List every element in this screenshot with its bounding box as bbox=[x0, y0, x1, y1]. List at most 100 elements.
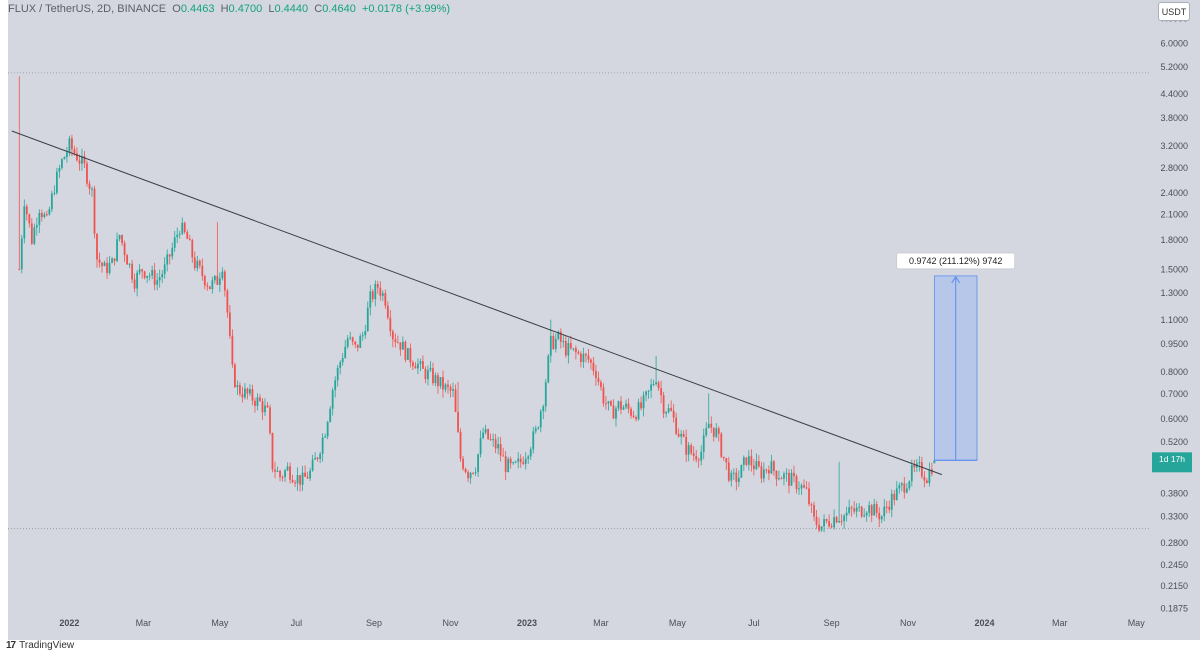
candle-body bbox=[765, 469, 768, 471]
time-tick-label: Sep bbox=[366, 618, 382, 628]
tradingview-logo-icon: 17 bbox=[6, 640, 16, 651]
candle-body bbox=[778, 478, 780, 480]
candle-body bbox=[600, 381, 602, 388]
candle-body bbox=[406, 348, 409, 360]
candle-body bbox=[507, 458, 510, 473]
candle-body bbox=[605, 403, 607, 405]
candle-body bbox=[311, 459, 314, 471]
candle-body bbox=[930, 469, 933, 474]
candle-body bbox=[432, 368, 434, 384]
candle-body bbox=[106, 262, 108, 274]
candle-body bbox=[737, 477, 740, 482]
candle-body bbox=[53, 192, 56, 194]
candle-body bbox=[670, 407, 673, 411]
candle-body bbox=[50, 193, 53, 210]
candle-body bbox=[376, 283, 379, 288]
candle-body bbox=[63, 157, 66, 160]
candle-body bbox=[18, 269, 21, 271]
candle-body bbox=[226, 290, 229, 313]
candle-body bbox=[700, 451, 703, 461]
candle-body bbox=[136, 272, 139, 289]
candle-body bbox=[878, 512, 881, 520]
candle-body bbox=[494, 439, 497, 449]
candle-body bbox=[336, 367, 339, 381]
candle-body bbox=[324, 436, 327, 438]
candle-body bbox=[895, 488, 898, 500]
candle-body bbox=[128, 263, 131, 265]
time-tick-label: May bbox=[1128, 618, 1146, 628]
candle-body bbox=[534, 428, 537, 432]
candle-body bbox=[838, 520, 841, 523]
candle-body bbox=[477, 454, 479, 473]
candle-body bbox=[239, 385, 241, 394]
candle-body bbox=[825, 519, 828, 522]
candle-body bbox=[391, 331, 394, 340]
candle-body bbox=[379, 287, 382, 296]
candle-body bbox=[381, 293, 384, 296]
candle-body bbox=[680, 433, 683, 437]
candle-body bbox=[903, 483, 906, 493]
candle-body bbox=[529, 449, 532, 457]
candle-body bbox=[905, 488, 908, 493]
price-tick-label: 0.1875 bbox=[1160, 604, 1188, 614]
candle-body bbox=[68, 138, 71, 153]
candle-body bbox=[630, 408, 632, 416]
candle-body bbox=[201, 265, 204, 276]
time-tick-label: Mar bbox=[136, 618, 152, 628]
price-tick-label: 6.0000 bbox=[1160, 39, 1188, 49]
time-tick-label: May bbox=[669, 618, 687, 628]
high-label: H bbox=[220, 3, 229, 15]
candle-body bbox=[479, 438, 482, 455]
candle-body bbox=[913, 464, 916, 468]
candle-body bbox=[705, 428, 708, 436]
time-tick-label: Nov bbox=[900, 618, 917, 628]
candle-body bbox=[176, 234, 179, 238]
countdown-label: 1d 17h bbox=[1159, 454, 1185, 464]
candle-body bbox=[73, 149, 76, 154]
candle-body bbox=[692, 453, 695, 457]
candle-body bbox=[198, 260, 201, 266]
candle-body bbox=[707, 423, 710, 429]
candle-body bbox=[635, 417, 637, 420]
candle-body bbox=[43, 214, 46, 217]
candle-body bbox=[123, 242, 126, 256]
candle-body bbox=[299, 475, 301, 485]
candle-body bbox=[146, 275, 149, 278]
price-tick-label: 3.2000 bbox=[1160, 141, 1188, 151]
candle-body bbox=[131, 263, 134, 280]
candle-body bbox=[900, 483, 903, 486]
candle-body bbox=[208, 286, 211, 290]
candle-body bbox=[519, 458, 522, 463]
candle-body bbox=[168, 254, 171, 257]
candle-body bbox=[301, 472, 304, 485]
candle-body bbox=[487, 429, 490, 439]
candle-body bbox=[833, 517, 836, 528]
candle-body bbox=[354, 341, 357, 345]
candle-body bbox=[730, 472, 733, 481]
measure-label-text: 0.9742 (211.12%) 9742 bbox=[909, 256, 1002, 266]
candle-body bbox=[384, 293, 387, 306]
candle-body bbox=[539, 411, 542, 428]
candle-body bbox=[923, 476, 926, 481]
candle-body bbox=[798, 488, 800, 490]
price-tick-label: 0.2450 bbox=[1160, 560, 1188, 570]
candle-body bbox=[386, 305, 389, 318]
candle-body bbox=[422, 361, 424, 369]
candle-body bbox=[732, 472, 735, 474]
candle-body bbox=[667, 407, 670, 413]
candle-body bbox=[875, 504, 878, 513]
price-tick-label: 1.3000 bbox=[1160, 288, 1188, 298]
price-tick-label: 1.1000 bbox=[1160, 315, 1188, 325]
currency-unit-button[interactable]: USDT bbox=[1158, 2, 1190, 21]
candle-body bbox=[259, 397, 261, 402]
candle-body bbox=[795, 476, 798, 490]
candle-body bbox=[193, 257, 196, 269]
candle-body bbox=[750, 456, 753, 466]
candle-body bbox=[48, 209, 51, 215]
candle-body bbox=[223, 271, 226, 291]
candle-body bbox=[111, 258, 113, 263]
candle-body bbox=[617, 401, 620, 409]
symbol-legend: FLUX / TetherUS, 2D, BINANCE O0.4463 H0.… bbox=[8, 3, 450, 15]
candle-body bbox=[557, 331, 560, 339]
